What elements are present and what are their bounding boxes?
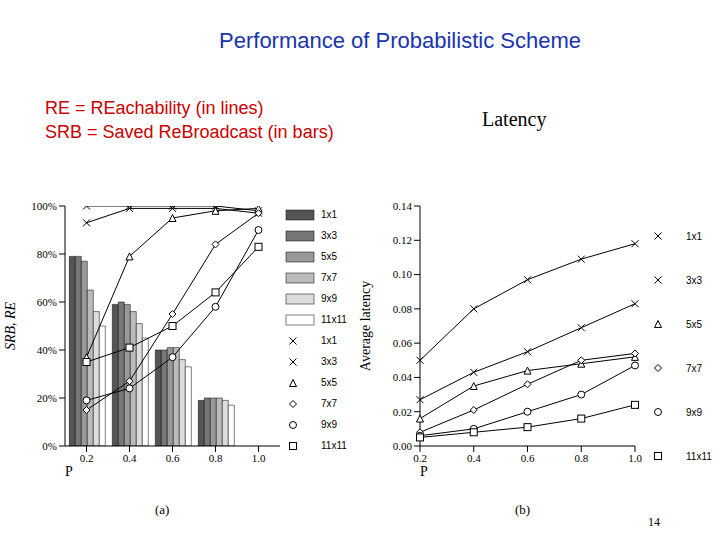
html-text:3x3: 3x3 xyxy=(321,356,338,367)
svg-text:0.06: 0.06 xyxy=(393,337,413,349)
svg-text:0.4: 0.4 xyxy=(467,452,481,464)
html-text:5x5: 5x5 xyxy=(321,377,338,388)
svg-text:0.08: 0.08 xyxy=(393,303,413,315)
svg-text:0.00: 0.00 xyxy=(393,440,413,452)
svg-text:20%: 20% xyxy=(37,392,57,404)
svg-text:80%: 80% xyxy=(37,248,57,260)
svg-text:1.0: 1.0 xyxy=(252,452,266,464)
svg-text:0.04: 0.04 xyxy=(393,371,413,383)
html-text:9x9: 9x9 xyxy=(321,419,338,430)
svg-text:0.6: 0.6 xyxy=(166,452,180,464)
svg-text:SRB, RE: SRB, RE xyxy=(8,301,18,350)
html-text:11x11: 11x11 xyxy=(321,440,347,451)
svg-text:0.02: 0.02 xyxy=(393,406,412,418)
html-text:(a): (a) xyxy=(155,502,170,517)
svg-text:1.0: 1.0 xyxy=(628,452,642,464)
html-text:3x3: 3x3 xyxy=(686,274,703,286)
svg-text:0.14: 0.14 xyxy=(393,200,413,212)
html-text:5x5: 5x5 xyxy=(321,251,338,262)
html-text:1x1: 1x1 xyxy=(321,335,338,346)
html-text:1x1: 1x1 xyxy=(686,230,703,242)
svg-text:P: P xyxy=(65,464,73,479)
svg-text:0.2: 0.2 xyxy=(80,452,94,464)
html-text:Latency: Latency xyxy=(482,108,547,130)
html-text:11x11: 11x11 xyxy=(686,450,712,462)
svg-text:60%: 60% xyxy=(37,296,57,308)
html-text:9x9: 9x9 xyxy=(686,406,703,418)
html-text:9x9: 9x9 xyxy=(321,293,338,304)
html-text:7x7: 7x7 xyxy=(686,362,703,374)
html-text:7x7: 7x7 xyxy=(321,272,338,283)
html-text:Performance of Probabilistic S: Performance of Probabilistic Scheme xyxy=(219,28,581,53)
html-text:14: 14 xyxy=(648,515,660,529)
svg-text:0.8: 0.8 xyxy=(574,452,588,464)
svg-text:0.4: 0.4 xyxy=(123,452,137,464)
svg-text:0%: 0% xyxy=(42,440,57,452)
svg-text:0.6: 0.6 xyxy=(521,452,535,464)
svg-text:Average latency: Average latency xyxy=(358,281,373,371)
svg-text:0.2: 0.2 xyxy=(413,452,427,464)
svg-text:0.10: 0.10 xyxy=(393,268,413,280)
svg-text:0.12: 0.12 xyxy=(393,234,412,246)
html-text:11x11: 11x11 xyxy=(321,314,347,325)
html-text:7x7: 7x7 xyxy=(321,398,338,409)
svg-text:0.8: 0.8 xyxy=(209,452,223,464)
html-text:1x1: 1x1 xyxy=(321,209,338,220)
svg-text:100%: 100% xyxy=(31,200,57,212)
html-text:5x5: 5x5 xyxy=(686,318,703,330)
html-text:3x3: 3x3 xyxy=(321,230,338,241)
html-text:(b): (b) xyxy=(515,502,531,517)
html-text:RE = REachability (in lines): RE = REachability (in lines) xyxy=(45,98,264,118)
svg-text:40%: 40% xyxy=(37,344,57,356)
html-text:SRB = Saved ReBroadcast (in ba: SRB = Saved ReBroadcast (in bars) xyxy=(45,122,334,142)
svg-text:P: P xyxy=(420,464,428,479)
